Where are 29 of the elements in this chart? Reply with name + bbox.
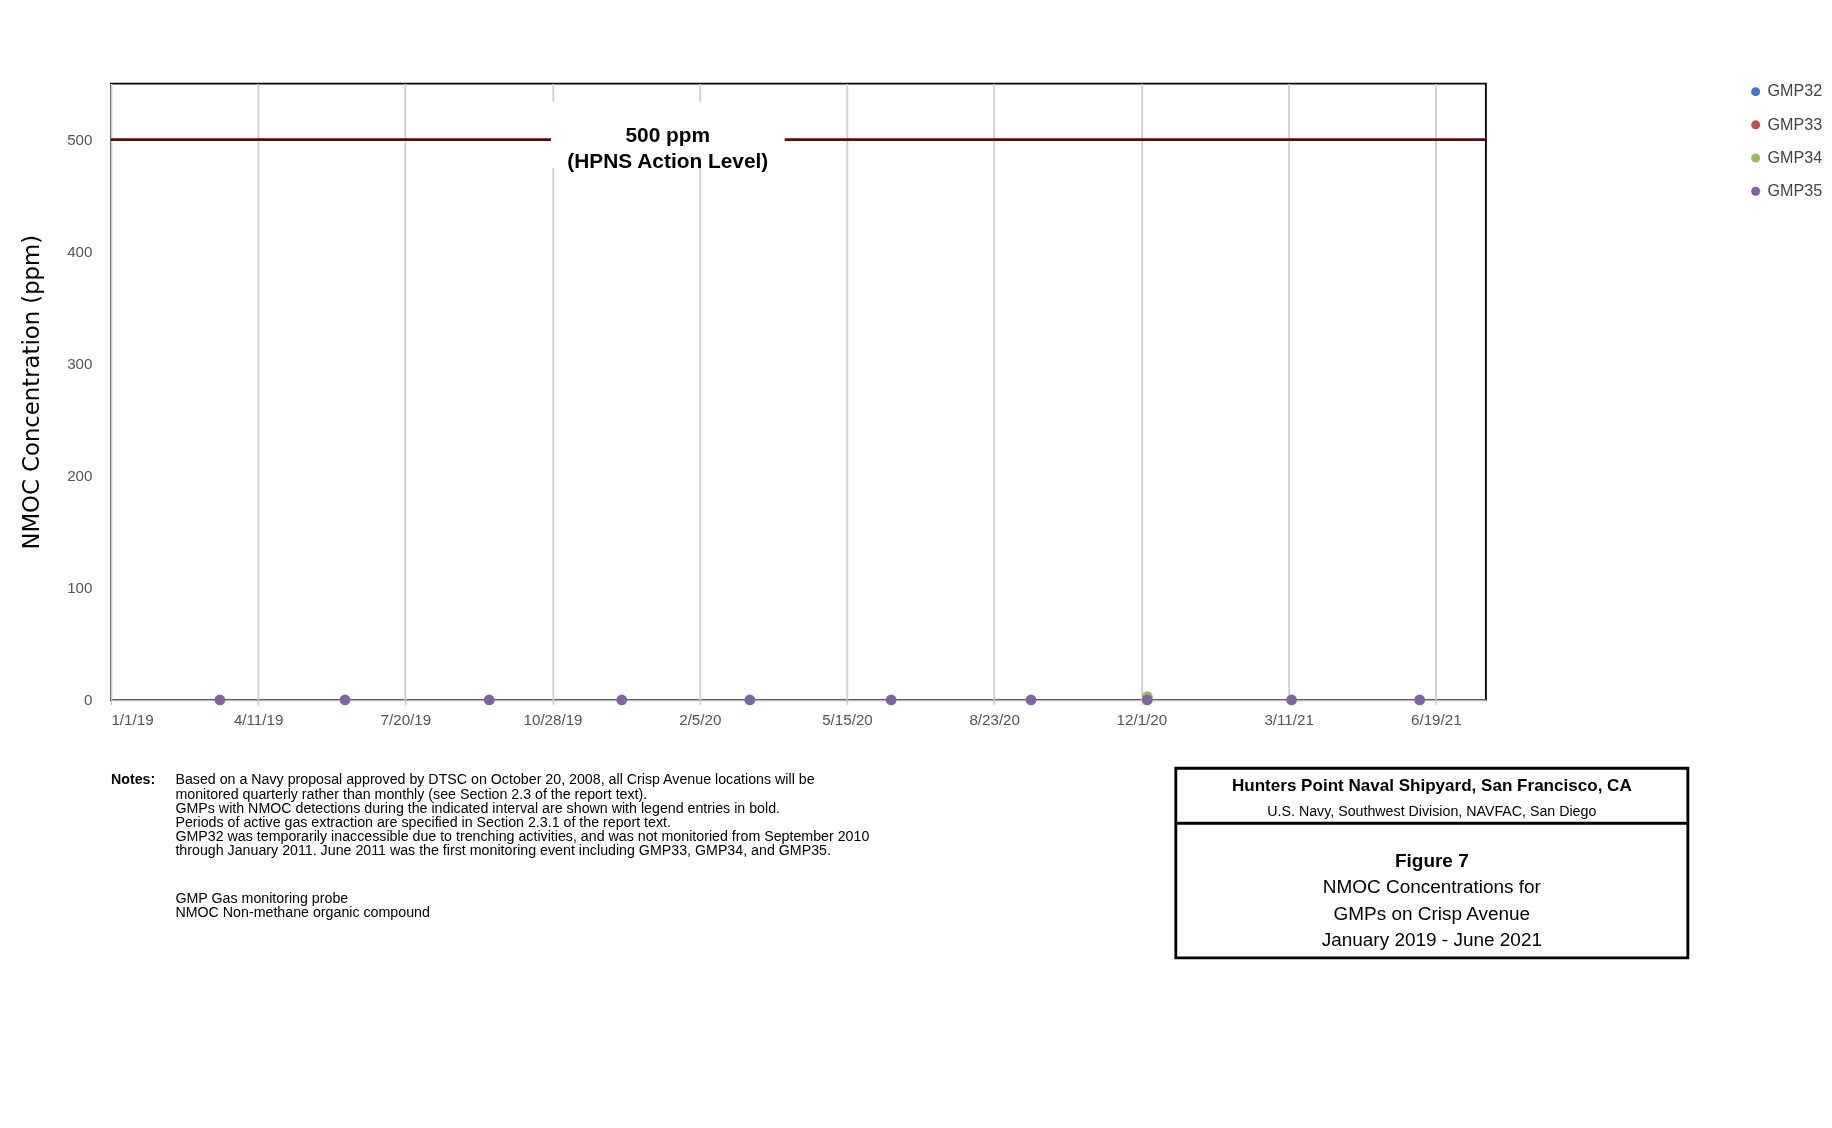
legend-label: GMP35	[1767, 180, 1823, 199]
legend-label: GMP32	[1767, 81, 1823, 100]
y-tick-label: 400	[67, 242, 93, 260]
text: NMOC Concentrations for GMPs on Crisp Avenue January 2019 - June 2021	[1321, 876, 1542, 951]
x-tick-label: 5/15/20	[822, 711, 873, 729]
x-tick-label: 1/1/19	[111, 711, 154, 729]
legend-label: GMP33	[1767, 114, 1823, 133]
text: GMP Gas monitoring probe NMOC Non-methane organic compound	[175, 889, 430, 921]
y-tick-label: 0	[84, 691, 93, 709]
y-tick-label: 100	[67, 579, 93, 597]
y-tick-label: 300	[67, 354, 93, 372]
x-tick-label: 2/5/20	[679, 711, 722, 729]
x-tick-label: 4/11/19	[233, 711, 284, 729]
x-tick-label: 6/19/21	[1411, 711, 1462, 729]
text: Figure 7	[1394, 849, 1469, 871]
y-axis-title: NMOC Concentration (ppm)	[17, 234, 44, 550]
legend-label: GMP34	[1767, 147, 1823, 166]
x-tick-label: 7/20/19	[380, 711, 432, 729]
text: U.S. Navy, Southwest Division, NAVFAC, San Diego	[1267, 802, 1597, 819]
ref-line-label: 500 ppm (HPNS Action Level)	[567, 122, 769, 173]
text: Based on a Navy proposal approved by DTSC on October 20, 2008, all Crisp Avenue locations will be monitored quarterly rather than monthly (see Section 2.3 of the report text). GMPs with NMOC detections during the indicated interval are shown with legend entries in bold. Periods of active gas extraction are specified in Section 2.3.1 of the report text. GMP32 was temporarily inaccessible due to trenching activities, and was not monitoried from September 2010 through January 2011. June 2011 was the first monitoring event including GMP33, GMP34, and GMP35.	[175, 771, 870, 859]
text: Notes:	[110, 771, 156, 788]
x-tick-label: 12/1/20	[1116, 711, 1168, 729]
x-tick-label: 3/11/21	[1264, 711, 1314, 729]
y-tick-label: 200	[67, 467, 93, 485]
x-tick-label: 10/28/19	[523, 711, 583, 729]
x-tick-label: 8/23/20	[969, 711, 1020, 729]
y-tick-label: 500	[67, 130, 93, 148]
text: Hunters Point Naval Shipyard, San Francisco, CA	[1231, 775, 1632, 795]
